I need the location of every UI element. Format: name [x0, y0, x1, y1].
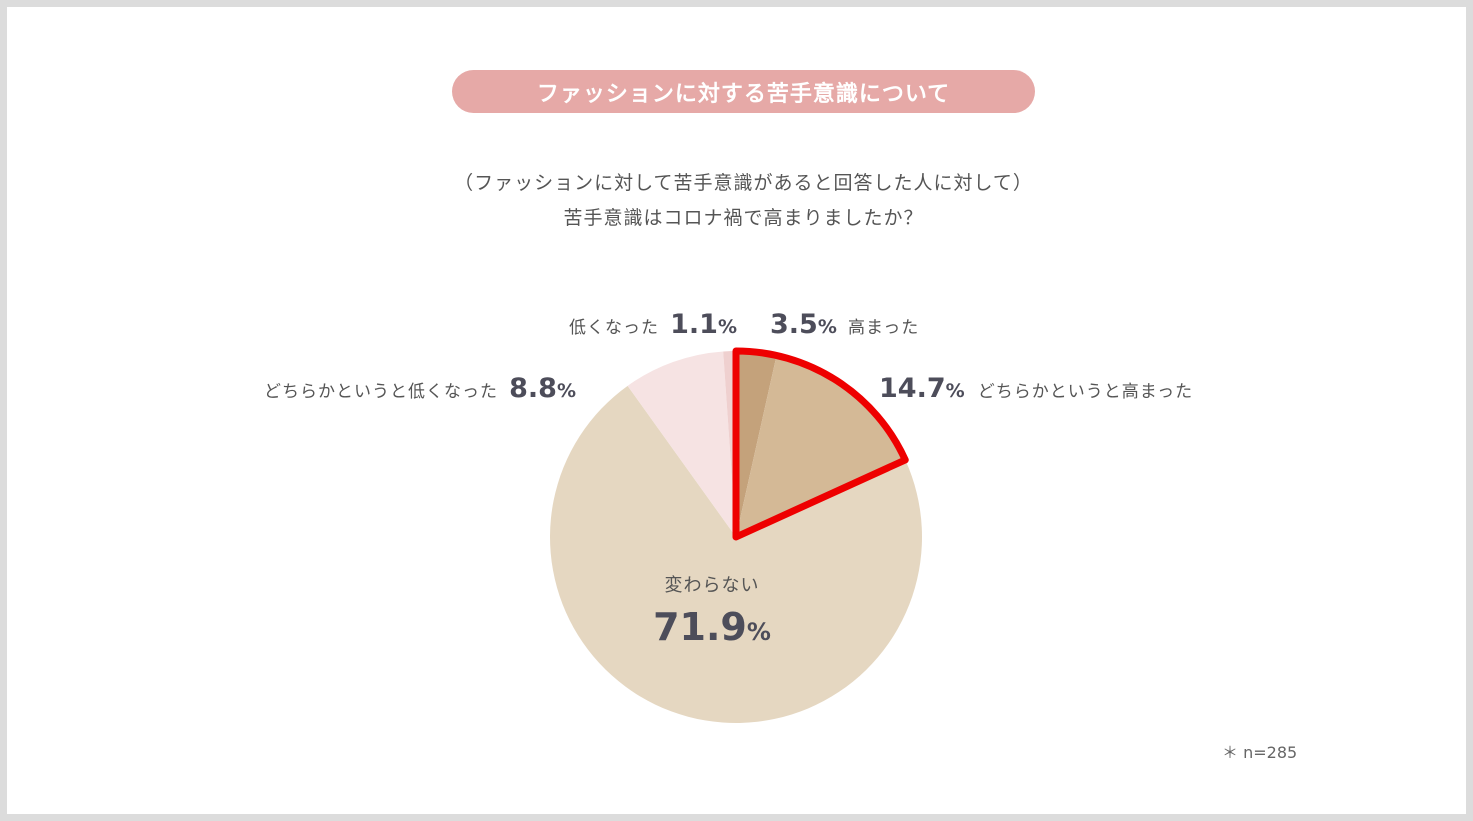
pie-slice-3 [627, 351, 736, 537]
label-somewhat-low-category: どちらかというと低くなった [264, 382, 498, 402]
highlight-outline [732, 347, 909, 541]
label-somewhat-high: 14.7% どちらかというと高まった [879, 373, 1193, 404]
label-low-value: 1.1 [670, 309, 718, 340]
pie-chart [550, 347, 923, 723]
pie-slice-0 [736, 351, 777, 537]
chart-title-banner: ファッションに対する苦手意識について [452, 70, 1035, 113]
label-unchanged: 変わらない 71.9% [647, 571, 777, 649]
label-high-category: 高まった [847, 318, 920, 338]
label-somewhat-high-percent: % [945, 380, 965, 402]
label-unchanged-percent: % [746, 618, 771, 646]
label-somewhat-low: どちらかというと低くなった 8.8% [264, 373, 576, 404]
label-high: 3.5% 高まった [770, 309, 919, 340]
pie-slice-2 [550, 385, 923, 723]
pie-slice-1 [736, 355, 906, 537]
sample-size-note: ＊ n=285 [1222, 743, 1298, 762]
label-high-percent: % [817, 316, 837, 338]
question-line-1: （ファッションに対して苦手意識があると回答した人に対して） [454, 172, 1033, 194]
label-somewhat-high-category: どちらかというと高まった [977, 382, 1194, 402]
label-somewhat-low-value: 8.8 [509, 373, 557, 404]
label-low: 低くなった 1.1% [569, 309, 737, 340]
label-unchanged-value: 71.9 [653, 605, 747, 649]
label-unchanged-category: 変わらない [664, 575, 760, 596]
pie-slices [550, 351, 923, 723]
label-unchanged-value-line: 71.9% [647, 605, 777, 649]
label-somewhat-high-value: 14.7 [879, 373, 946, 404]
label-low-category: 低くなった [569, 318, 659, 338]
label-somewhat-low-percent: % [556, 380, 576, 402]
question-line-2: 苦手意識はコロナ禍で高まりましたか？ [563, 207, 924, 229]
label-high-value: 3.5 [770, 309, 818, 340]
label-low-percent: % [717, 316, 737, 338]
